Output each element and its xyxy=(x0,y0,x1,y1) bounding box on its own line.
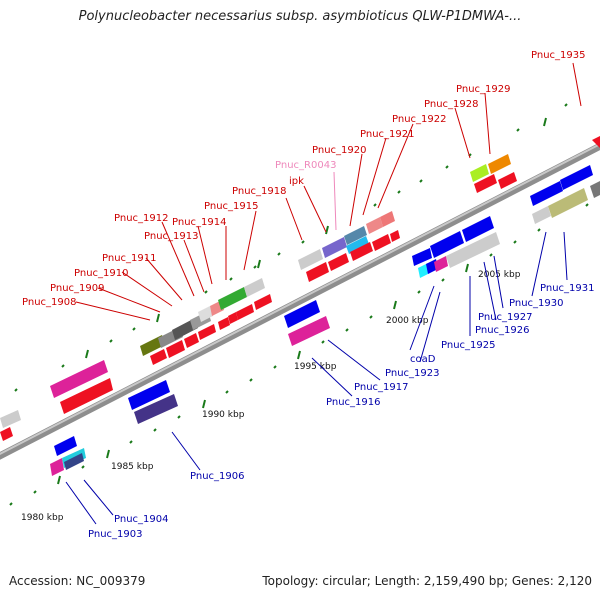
tick-row-lower-major xyxy=(57,263,469,485)
gene-pnuc-1928b[interactable] xyxy=(474,174,497,193)
gene-pnuc-1903[interactable] xyxy=(50,458,64,476)
topology-text: Topology: circular; Length: 2,159,490 bp… xyxy=(262,574,592,588)
gene-pnuc-1930b[interactable] xyxy=(532,206,551,224)
label-pnuc-1930[interactable]: Pnuc_1930 xyxy=(509,298,563,309)
gene-pnuc-1915b[interactable] xyxy=(150,349,167,365)
scale-label-2000: 2000 kbp xyxy=(386,316,429,326)
gene-pnuc-1917b[interactable] xyxy=(198,324,216,340)
gene-pnuc-1916[interactable] xyxy=(284,300,320,328)
gene-pnuc-1906b[interactable] xyxy=(134,394,178,424)
label-pnuc-1915[interactable]: Pnuc_1915 xyxy=(204,201,258,212)
label-pnuc-1923[interactable]: Pnuc_1923 xyxy=(385,368,439,379)
scale-label-1995: 1995 kbp xyxy=(294,362,337,372)
leader-lines xyxy=(65,62,582,525)
label-pnuc-1922[interactable]: Pnuc_1922 xyxy=(392,114,446,125)
gene-pnuc-1931b[interactable] xyxy=(548,188,588,218)
label-pnuc-1906[interactable]: Pnuc_1906 xyxy=(190,471,244,482)
gene-pnuc-1926b[interactable] xyxy=(446,232,500,268)
accession-text: Accession: NC_009379 xyxy=(9,574,146,588)
label-pnuc-1904[interactable]: Pnuc_1904 xyxy=(114,514,168,525)
label-pnuc-1926[interactable]: Pnuc_1926 xyxy=(475,325,529,336)
label-pnuc-1917[interactable]: Pnuc_1917 xyxy=(354,382,408,393)
gene-pnuc-1916c[interactable] xyxy=(184,333,199,348)
gene-pnuc-1922[interactable] xyxy=(380,211,395,227)
label-pnuc-1910[interactable]: Pnuc_1910 xyxy=(74,268,128,279)
gene-pnuc-1906[interactable] xyxy=(128,380,170,410)
label-pnuc-1908[interactable]: Pnuc_1908 xyxy=(22,297,76,308)
label-pnuc-1920[interactable]: Pnuc_1920 xyxy=(312,145,366,156)
label-pnuc-1931[interactable]: Pnuc_1931 xyxy=(540,283,594,294)
label-pnuc-1928[interactable]: Pnuc_1928 xyxy=(424,99,478,110)
tick-row-upper-major xyxy=(85,117,547,359)
genome-backbone xyxy=(0,142,600,460)
gene-pnuc-1904c[interactable] xyxy=(64,453,84,470)
gene-pnuc-1918e[interactable] xyxy=(306,262,329,282)
gene-pnuc-1914[interactable] xyxy=(218,287,247,310)
gene-pnuc-1918c[interactable] xyxy=(298,249,323,270)
gene-pnuc-1917c[interactable] xyxy=(218,317,230,330)
gene-pnuc-1923[interactable] xyxy=(412,248,432,266)
gene-pnuc-1932[interactable] xyxy=(590,181,600,198)
gene-pnuc-1905b[interactable] xyxy=(0,427,13,441)
gene-pnuc-1920[interactable] xyxy=(344,226,367,245)
gene-pnuc-1918d[interactable] xyxy=(322,237,347,258)
gene-pnuc-1907[interactable] xyxy=(60,378,113,414)
genes-forward[interactable] xyxy=(50,136,600,414)
gene-pnuc-1907b[interactable] xyxy=(50,360,108,398)
gene-pnuc-1918f[interactable] xyxy=(328,253,349,271)
gene-pnuc-1921b[interactable] xyxy=(350,242,373,261)
scale-label-1990: 1990 kbp xyxy=(202,410,245,420)
label-pnuc-1903[interactable]: Pnuc_1903 xyxy=(88,529,142,540)
gene-pnuc-1921[interactable] xyxy=(366,217,383,234)
label-pnuc-1914[interactable]: Pnuc_1914 xyxy=(172,217,226,228)
gene-pnuc-1912[interactable] xyxy=(198,306,213,322)
genes-reverse[interactable] xyxy=(0,165,600,476)
scale-label-1985: 1985 kbp xyxy=(111,462,154,472)
gene-pnuc-1918b[interactable] xyxy=(254,294,272,310)
gene-pnuc-1929b[interactable] xyxy=(498,172,517,189)
gene-pnuc-1931[interactable] xyxy=(560,165,593,190)
label-pnuc-1929[interactable]: Pnuc_1929 xyxy=(456,84,510,95)
label-pnuc-1912[interactable]: Pnuc_1912 xyxy=(114,213,168,224)
gene-pnuc-r0043[interactable] xyxy=(346,236,369,254)
gene-pnuc-1935[interactable] xyxy=(592,136,600,148)
tick-row-lower xyxy=(9,203,589,506)
scale-label-1980: 1980 kbp xyxy=(21,513,64,523)
map-title: Polynucleobacter necessarius subsp. asym… xyxy=(78,9,522,24)
label-pnuc-1935[interactable]: Pnuc_1935 xyxy=(531,50,585,61)
label-pnuc-1918[interactable]: Pnuc_1918 xyxy=(232,186,286,197)
gene-pnuc-1926[interactable] xyxy=(462,216,494,242)
label-pnuc-1925[interactable]: Pnuc_1925 xyxy=(441,340,495,351)
label-pnuc-1911[interactable]: Pnuc_1911 xyxy=(102,253,156,264)
label-coad[interactable]: coaD xyxy=(410,354,436,365)
label-ipk[interactable]: ipk xyxy=(289,176,304,187)
gene-pnuc-1904[interactable] xyxy=(54,436,77,456)
label-pnuc-r0043[interactable]: Pnuc_R0043 xyxy=(275,160,336,171)
label-pnuc-1913[interactable]: Pnuc_1913 xyxy=(144,231,198,242)
gene-pnuc-1917[interactable] xyxy=(288,316,330,346)
gene-pnuc-1925b[interactable] xyxy=(434,256,448,272)
gene-pnuc-1916b[interactable] xyxy=(166,340,185,358)
gene-pnuc-1905[interactable] xyxy=(0,410,21,428)
gene-pnuc-1918a[interactable] xyxy=(236,304,254,320)
gene-pnuc-1925[interactable] xyxy=(430,231,464,258)
gene-pnuc-1917d[interactable] xyxy=(228,312,238,324)
label-pnuc-1916[interactable]: Pnuc_1916 xyxy=(326,397,380,408)
gene-pnuc-1922b[interactable] xyxy=(372,234,391,251)
scale-label-2005: 2005 kbp xyxy=(478,270,521,280)
genome-backbone-highlight xyxy=(0,143,600,455)
gene-pnuc-1929[interactable] xyxy=(488,154,511,174)
tick-row-upper xyxy=(14,103,568,392)
gene-pnuc-1928[interactable] xyxy=(470,164,489,182)
gene-pnuc-1922c[interactable] xyxy=(390,230,400,242)
gene-pnuc-1915[interactable] xyxy=(244,278,265,297)
label-pnuc-1921[interactable]: Pnuc_1921 xyxy=(360,129,414,140)
label-pnuc-1927[interactable]: Pnuc_1927 xyxy=(478,312,532,323)
label-pnuc-1909[interactable]: Pnuc_1909 xyxy=(50,283,104,294)
gene-pnuc-1930[interactable] xyxy=(530,181,563,206)
